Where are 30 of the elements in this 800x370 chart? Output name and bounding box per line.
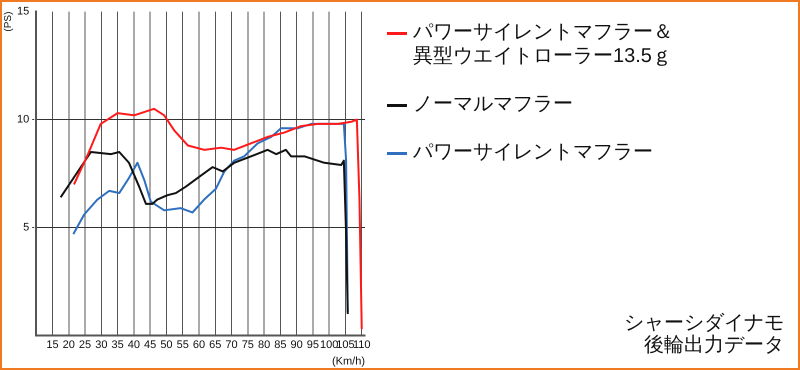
x-tick-label: 90 — [290, 339, 303, 352]
legend-label: パワーサイレントマフラー — [413, 140, 653, 164]
x-tick-label: 55 — [176, 339, 189, 352]
x-tick-label: 50 — [160, 339, 173, 352]
y-tick-label: 10 — [16, 114, 30, 126]
x-tick-label: 30 — [95, 339, 108, 352]
y-axis-title: (PS) — [2, 12, 14, 32]
x-tick-label: 25 — [78, 339, 92, 352]
text: 後輪出力データ — [643, 334, 784, 356]
x-axis-title: (Km/h) — [332, 355, 365, 368]
x-tick-label: 70 — [225, 339, 238, 352]
text: シャーシダイナモ — [624, 312, 784, 334]
x-tick-label: 85 — [274, 339, 286, 352]
x-tick-label: 60 — [192, 339, 206, 352]
x-tick-label: 20 — [62, 339, 75, 352]
x-tick-label: 40 — [128, 339, 140, 352]
x-tick-label: 35 — [111, 339, 124, 352]
x-tick-label: 105 — [336, 339, 355, 352]
x-tick-label: 80 — [258, 339, 270, 352]
legend-label: ノーマルマフラー — [413, 92, 573, 116]
y-tick-label: 15 — [16, 6, 30, 18]
x-tick-label: 15 — [46, 339, 59, 352]
y-tick-label: 5 — [23, 222, 30, 234]
legend-label: パワーサイレントマフラー＆異型ウエイトローラー13.5ｇ — [413, 20, 674, 68]
x-tick-label: 45 — [144, 339, 156, 352]
x-tick-label: 75 — [242, 339, 254, 352]
x-tick-label: 65 — [209, 339, 222, 352]
x-tick-label: 100 — [320, 339, 338, 352]
x-tick-label: 110 — [352, 339, 371, 352]
x-tick-label: 95 — [306, 339, 320, 352]
